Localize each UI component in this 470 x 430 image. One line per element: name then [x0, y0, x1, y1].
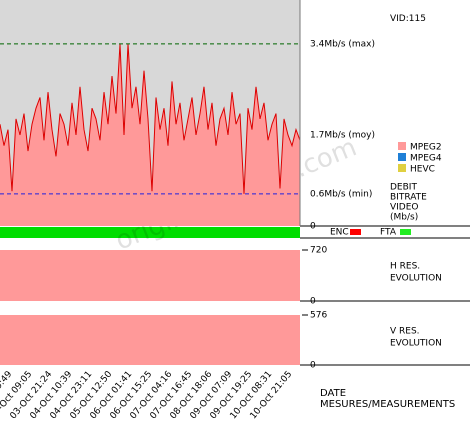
y-tick-label: 0 — [310, 361, 316, 371]
legend-label: HEVC — [410, 165, 435, 175]
chart-title: EVOLUTION — [390, 339, 442, 349]
status-swatch — [400, 229, 411, 235]
x-axis-title: DATE — [320, 388, 346, 399]
y-tick-label: 0 — [310, 297, 316, 307]
status-label: ENC — [330, 228, 349, 238]
x-axis-title: MESURES/MEASUREMENTS — [320, 399, 455, 410]
vid-label: VID:115 — [390, 14, 426, 24]
y-tick-label: 576 — [310, 311, 327, 321]
legend-label: MPEG2 — [410, 143, 442, 153]
y-tick-label: 720 — [310, 246, 327, 256]
resolution-bar — [0, 250, 300, 301]
chart-title: EVOLUTION — [390, 274, 442, 284]
reference-label: 1.7Mb/s (moy) — [310, 130, 375, 140]
legend-swatch — [398, 153, 406, 161]
status-swatch — [350, 229, 361, 235]
y-tick-label: 0 — [310, 222, 316, 232]
fta-band — [0, 227, 300, 238]
chart-title: H RES. — [390, 262, 420, 272]
chart-title: (Mb/s) — [390, 213, 418, 223]
legend-swatch — [398, 142, 406, 150]
status-label: FTA — [380, 228, 397, 238]
reference-label: 3.4Mb/s (max) — [310, 39, 375, 49]
chart-title: V RES. — [390, 327, 420, 337]
chart-title: DEBIT — [390, 183, 417, 193]
chart-title: VIDEO — [390, 203, 419, 213]
legend-label: MPEG4 — [410, 154, 442, 164]
legend-swatch — [398, 164, 406, 172]
chart-title: BITRATE — [390, 193, 427, 203]
bitrate-area — [0, 43, 300, 227]
bitrate-line — [0, 43, 301, 194]
resolution-bar — [0, 315, 300, 365]
reference-label: 0.6Mb/s (min) — [310, 189, 372, 199]
